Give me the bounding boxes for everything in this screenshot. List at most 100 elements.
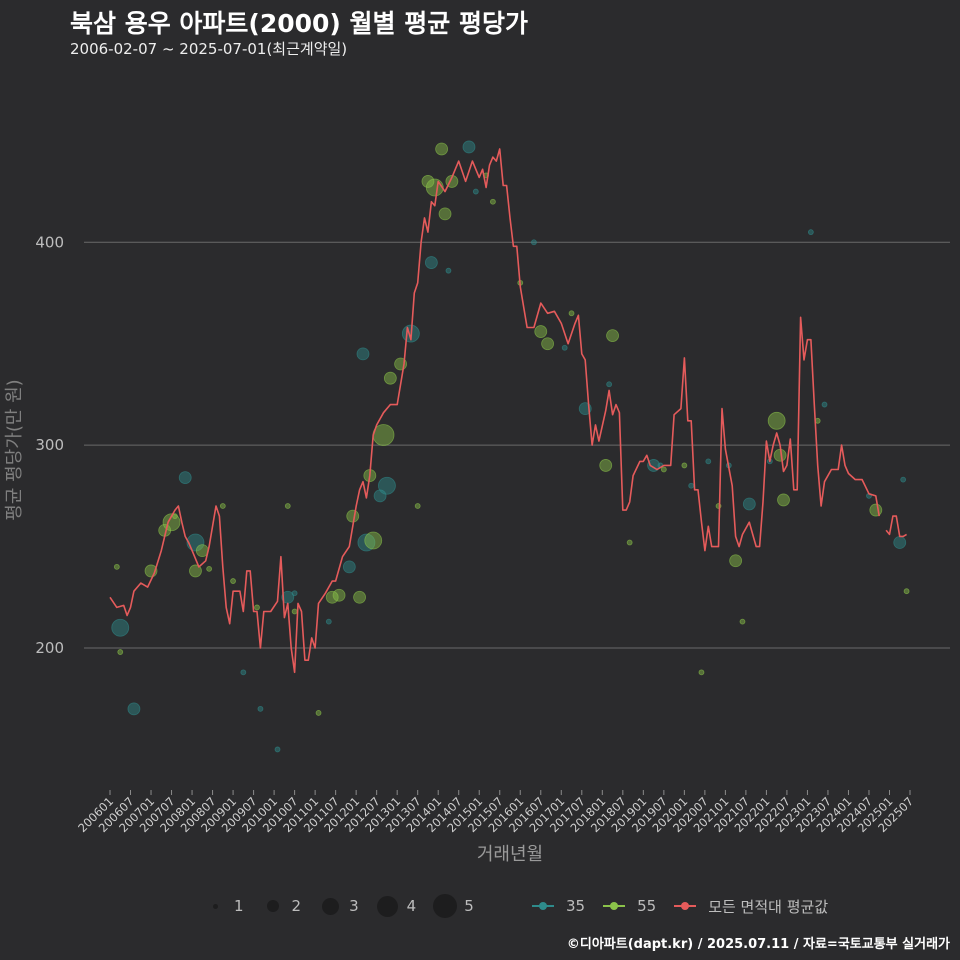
scatter-point-55: [626, 539, 633, 546]
scatter-point-55: [353, 590, 366, 604]
scatter-point-35: [472, 188, 479, 195]
size-legend-item: 5: [430, 894, 476, 918]
chart-subtitle: 2006-02-07 ~ 2025-07-01(최근계약일): [70, 40, 348, 58]
scatter-point-55: [291, 608, 298, 615]
scatter-point-35: [325, 618, 332, 625]
gridlines: [84, 241, 950, 649]
y-tick-label: 300: [35, 436, 64, 454]
size-legend-dot: [212, 903, 218, 909]
scatter-point-35: [356, 347, 370, 361]
legend-label-average: 모든 면적대 평균값: [708, 897, 829, 916]
scatter-point-35: [893, 536, 907, 549]
footer-credit: ©디아파트(dapt.kr) / 2025.07.11 / 자료=국토교통부 실…: [566, 937, 950, 952]
scatter-point-35: [705, 458, 712, 465]
legend-item-average: 모든 면적대 평균값: [670, 894, 828, 918]
scatter-point-55: [435, 142, 449, 156]
scatter-point-35: [900, 476, 907, 483]
scatter-point-55: [438, 207, 452, 221]
scatter-point-35: [373, 489, 387, 503]
scatter-point-55: [698, 669, 705, 676]
x-axis-ticks: 2006012006072007012007072008012008072009…: [75, 790, 916, 835]
scatter-point-55: [254, 604, 260, 611]
scatter-point-55: [189, 564, 202, 578]
scatter-point-35: [531, 239, 537, 246]
scatter-point-35: [742, 497, 756, 511]
scatter-point-35: [178, 471, 192, 485]
scatter-point-55: [315, 710, 322, 716]
legend-label-35: 35: [566, 897, 586, 915]
scatter-point-35: [424, 256, 438, 269]
scatter-point-55: [599, 459, 613, 472]
size-legend-label: 1: [234, 897, 244, 915]
size-legend-dot: [433, 894, 458, 918]
scatter-point-35: [111, 618, 130, 637]
scatter-point-35: [291, 590, 298, 597]
size-legend-dot: [321, 897, 339, 915]
chart-title: 북삼 용우 아파트(2000) 월별 평균 평당가: [70, 9, 528, 38]
size-legend-item: 3: [315, 894, 361, 918]
scatter-point-55: [206, 565, 213, 572]
scatter-point-35: [274, 746, 281, 753]
scatter-point-55: [117, 649, 124, 655]
scatter-point-35: [357, 533, 376, 552]
scatter-point-55: [767, 411, 786, 430]
scatter-point-55: [346, 509, 360, 523]
scatter-point-35: [378, 476, 396, 495]
scatter-point-35: [688, 482, 695, 489]
legend-item-55: 55: [599, 894, 656, 918]
series-legend: 35 55 모든 면적대 평균값: [528, 894, 842, 918]
scatter-point-35: [606, 381, 613, 388]
scatter-point-35: [807, 229, 814, 236]
scatter-point-55: [113, 563, 120, 570]
scatter-point-55: [869, 503, 883, 517]
size-legend-label: 4: [406, 897, 417, 915]
y-tick-label: 200: [35, 639, 64, 657]
scatter-point-55: [414, 503, 421, 509]
scatter-point-35: [257, 705, 264, 712]
scatter-point-55: [219, 503, 226, 509]
scatter-point-35: [342, 560, 356, 574]
x-axis-label: 거래년월: [477, 844, 543, 865]
scatter-point-35: [821, 401, 828, 408]
scatter-point-55: [425, 178, 444, 197]
scatter-point-55: [284, 503, 291, 509]
scatter-point-55: [364, 531, 383, 550]
scatter-point-55: [383, 371, 397, 385]
scatter-point-35: [462, 140, 476, 154]
size-legend: 1 2 3 4 5: [200, 894, 488, 918]
size-legend-item: 1: [200, 894, 246, 918]
scatter-point-55: [230, 578, 236, 584]
size-legend-label: 5: [464, 897, 474, 915]
y-axis-label: 평균 평당가(만 원): [4, 379, 25, 520]
size-legend-label: 3: [349, 897, 359, 915]
size-legend-item: 2: [258, 894, 304, 918]
y-axis-ticks: 200 300 400: [35, 233, 64, 657]
y-tick-label: 400: [35, 233, 64, 251]
scatter-point-35: [240, 669, 247, 676]
scatter-point-55: [568, 310, 575, 317]
size-legend-dot: [377, 895, 399, 917]
scatter-point-35: [127, 702, 141, 716]
size-legend-item: 4: [373, 894, 419, 918]
scatter-point-35: [445, 267, 452, 274]
scatter-point-55: [729, 554, 743, 568]
legend-item-35: 35: [528, 894, 585, 918]
scatter-point-55: [606, 329, 619, 343]
average-price-line: [109, 148, 908, 674]
scatter-point-55: [421, 175, 435, 188]
legend-label-55: 55: [637, 897, 657, 915]
scatter-point-55: [903, 588, 910, 595]
scatter-point-55: [332, 588, 346, 602]
scatter-point-55: [681, 462, 688, 469]
size-legend-label: 2: [291, 897, 302, 915]
size-legend-dot: [266, 900, 279, 912]
scatter-point-55: [660, 466, 667, 473]
scatter-point-55: [490, 198, 496, 205]
scatter-point-55: [541, 337, 555, 351]
scatter-point-35: [561, 344, 568, 351]
scatter-point-55: [739, 618, 746, 625]
scatter-point-55: [777, 493, 790, 507]
scatter-point-55: [534, 325, 548, 338]
average-line: [109, 148, 908, 674]
